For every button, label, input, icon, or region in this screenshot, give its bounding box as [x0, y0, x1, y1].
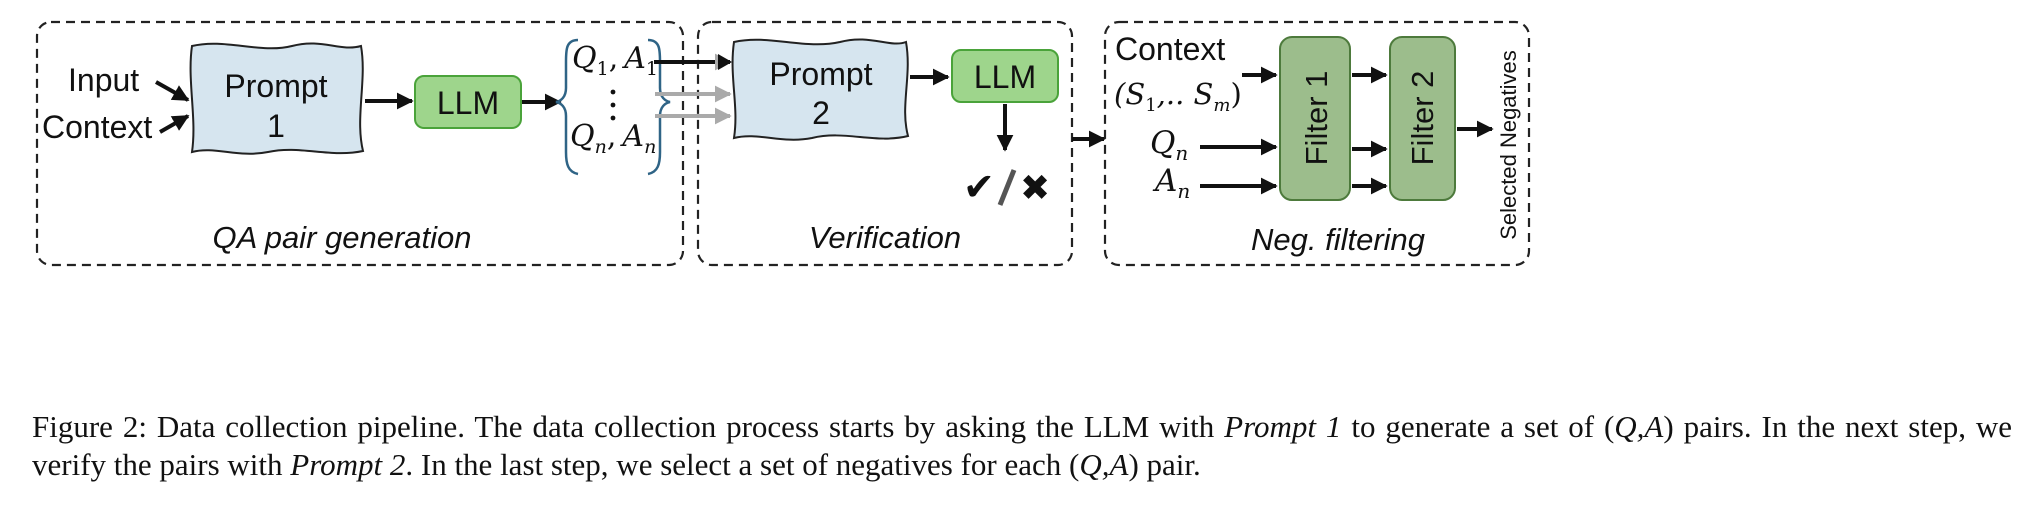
ellipsis-dot	[610, 102, 616, 108]
ellipsis-dot	[610, 89, 616, 95]
context-label: Context	[42, 109, 152, 145]
pair1-arrowhead	[718, 54, 732, 70]
left-brace	[555, 38, 579, 176]
qn-label: Qn	[1150, 125, 1188, 165]
prompt-1-box	[189, 42, 365, 155]
pipeline-diagram: Input Context Prompt 1 LLM Q1, A1 Qn, An Q…	[35, 20, 1531, 267]
prompt-1-line1: Prompt	[224, 68, 327, 104]
qa-panel-title: QA pair generation	[212, 220, 471, 255]
cross-icon: ✖	[1020, 167, 1050, 208]
figure-caption: Figure 2: Data collection pipeline. The …	[32, 409, 2012, 482]
qa-generation-panel	[35, 20, 685, 267]
neg-filtering-panel-title: Neg. filtering	[1251, 222, 1425, 257]
filter-2-label: Filter 2	[1405, 71, 1440, 166]
context-arrow	[159, 114, 190, 134]
ellipsis-dot	[610, 115, 616, 121]
prompt-1-line2: 1	[267, 108, 285, 144]
prompt-2-line2: 2	[812, 95, 830, 131]
llm-2-label: LLM	[974, 59, 1036, 95]
verification-panel-title: Verification	[809, 220, 961, 255]
check-icon: ✔	[963, 167, 995, 209]
s-range-label: (S1,.. Sm)	[1114, 77, 1242, 116]
input-arrow	[155, 80, 190, 102]
verdict-slash	[997, 169, 1017, 206]
neg-filtering-panel	[1103, 20, 1531, 267]
input-label: Input	[68, 62, 139, 98]
llm-1-label: LLM	[437, 85, 499, 121]
filter-2-box	[1389, 36, 1456, 201]
filter-1-box	[1279, 36, 1351, 201]
prompt-2-line1: Prompt	[769, 56, 872, 92]
an-label: An	[1152, 163, 1190, 203]
right-brace	[647, 38, 671, 176]
verification-panel	[696, 20, 1074, 267]
qn-an-label: Qn, An	[570, 119, 656, 158]
prompt-2-box	[731, 38, 910, 141]
llm-2-box	[951, 49, 1059, 103]
llm-1-box	[414, 75, 522, 129]
selected-negatives-label: Selected Negatives	[1496, 50, 1521, 240]
filter-1-label: Filter 1	[1299, 71, 1334, 166]
q1-a1-label: Q1, A1	[572, 41, 658, 80]
context-s-label: Context	[1115, 31, 1225, 67]
